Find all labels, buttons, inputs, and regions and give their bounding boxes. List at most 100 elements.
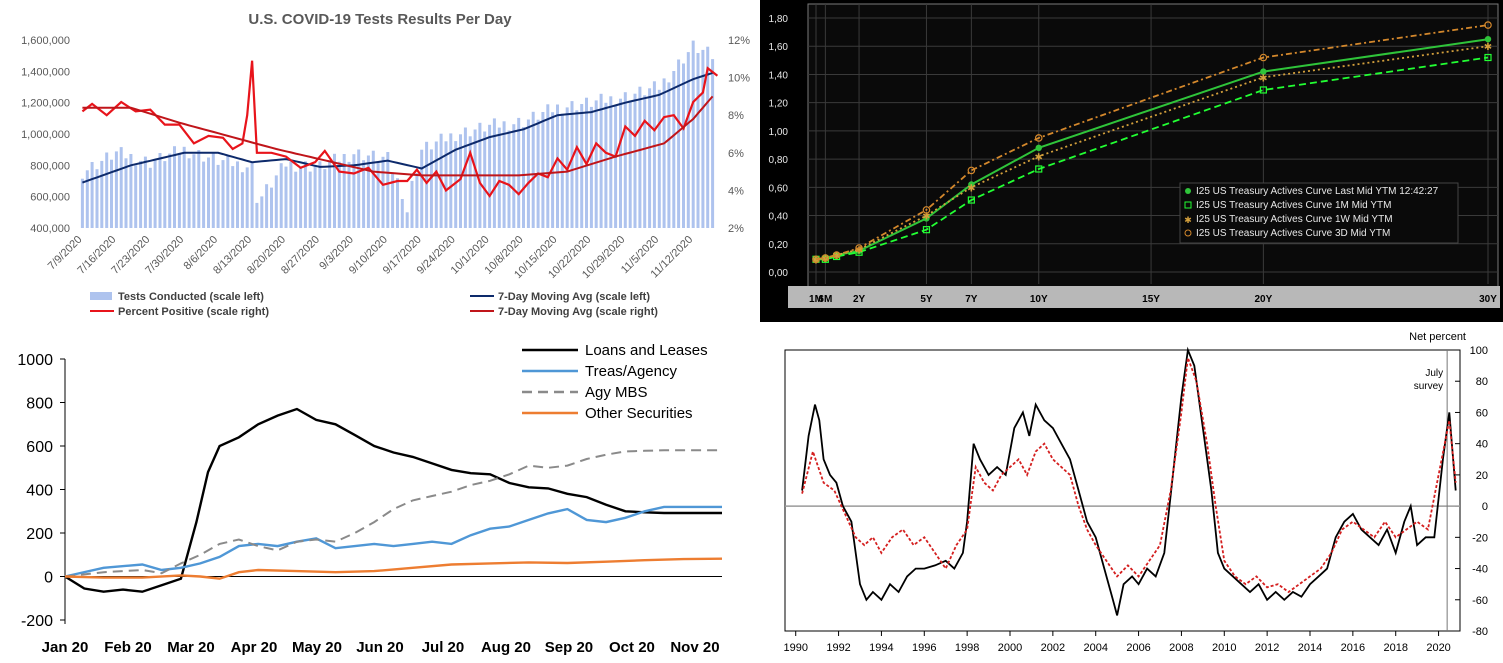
test-bar <box>517 117 521 228</box>
test-bar <box>139 160 143 228</box>
test-bar <box>396 178 399 228</box>
fed-balance-chart: 1000 800 600 400 200 0 -200 Jan 20 Feb 20 Mar 20 A… <box>0 326 760 663</box>
x-tick-label: Mar 20 <box>167 639 215 656</box>
y-tick-label: 200 <box>26 526 53 543</box>
test-bar <box>323 169 327 228</box>
test-bar <box>415 173 419 228</box>
x-tick-label: 2000 <box>998 642 1022 654</box>
x-tick-label: 2018 <box>1383 642 1407 654</box>
y-tick-label: 1,00 <box>769 127 789 138</box>
legend-label: Percent Positive (scale right) <box>118 306 269 318</box>
y-tick-label: 0,20 <box>769 240 789 251</box>
test-bar <box>691 40 695 228</box>
y-tick-label: 400 <box>26 483 53 500</box>
test-bar <box>231 166 235 228</box>
test-bar <box>236 161 239 228</box>
x-tick-label: 1996 <box>912 642 936 654</box>
curve-marker <box>1484 53 1492 62</box>
x-axis-band <box>788 286 1500 308</box>
series-line <box>64 449 722 578</box>
curve-marker: ✱ <box>1259 73 1267 84</box>
y-tick-label: 0,00 <box>769 268 789 279</box>
test-bar <box>386 152 390 228</box>
legend-label: Loans and Leases <box>585 342 708 359</box>
x-tick-label: 2Y <box>853 294 866 305</box>
test-bar <box>153 160 157 228</box>
curve-marker <box>967 166 976 175</box>
test-bar <box>648 88 652 228</box>
legend-label: I25 US Treasury Actives Curve Last Mid Y… <box>1196 186 1439 197</box>
y-tick-label: 1,20 <box>769 99 789 110</box>
test-bar <box>391 172 395 228</box>
curve-marker <box>1484 35 1492 43</box>
test-bar <box>202 161 206 228</box>
y-right-tick-label: 2% <box>728 223 744 235</box>
test-bar <box>168 153 172 228</box>
y-tick-label: -20 <box>1472 532 1488 544</box>
test-bar <box>614 105 618 228</box>
test-bar <box>328 161 332 228</box>
test-bar <box>289 161 293 228</box>
curve-line <box>815 45 1489 261</box>
x-tick-label: 1M <box>809 294 823 305</box>
test-bar <box>303 161 307 228</box>
test-bar <box>594 100 598 228</box>
curve-marker <box>821 254 830 262</box>
test-bar <box>197 150 201 228</box>
test-bar <box>270 187 273 228</box>
x-tick-label: Jun 20 <box>356 639 404 656</box>
legend-label: Treas/Agency <box>585 363 677 380</box>
test-bar <box>124 158 128 228</box>
y-right-tick-label: 10% <box>728 73 750 85</box>
y-right-tick-label: 4% <box>728 185 744 197</box>
test-bar <box>454 141 458 228</box>
test-bar <box>652 81 656 228</box>
x-tick-label: 2016 <box>1341 642 1365 654</box>
test-bar <box>226 155 230 228</box>
test-bar <box>449 133 453 228</box>
test-bar <box>158 153 162 228</box>
y-tick-label: 80 <box>1476 376 1488 388</box>
test-bar <box>628 100 632 228</box>
x-tick-label: Feb 20 <box>104 639 152 656</box>
curve-marker <box>1035 144 1042 152</box>
curve-marker: ✱ <box>1484 42 1492 53</box>
test-bar <box>400 199 404 228</box>
test-bar <box>425 141 429 228</box>
test-bar <box>580 104 584 228</box>
y-tick-label: 20 <box>1476 470 1488 482</box>
test-bar <box>497 127 501 228</box>
curve-marker <box>1259 53 1268 62</box>
test-bar <box>187 158 191 228</box>
test-bar <box>100 160 104 228</box>
x-tick-label: Aug 20 <box>481 639 531 656</box>
test-bar <box>662 78 666 229</box>
test-bar <box>381 156 385 228</box>
y-left-tick-label: 1,400,000 <box>21 66 70 78</box>
tests-moving-avg-line <box>82 71 713 184</box>
test-bar <box>143 156 147 228</box>
x-tick-label: 20Y <box>1254 294 1272 305</box>
test-bar <box>468 136 472 228</box>
test-bar <box>371 150 375 228</box>
test-bar <box>362 160 366 228</box>
test-bar <box>260 196 264 228</box>
x-tick-label: 2012 <box>1255 642 1279 654</box>
test-bar <box>473 129 477 228</box>
test-bar <box>85 170 89 228</box>
percent-positive-line <box>81 60 719 198</box>
test-bar <box>177 154 181 228</box>
y-right-tick-label: 12% <box>728 35 750 47</box>
x-axis-label: Tenor <box>1134 309 1164 322</box>
test-bar <box>207 157 210 228</box>
x-tick-label: Apr 20 <box>231 639 278 656</box>
treasury-curve-svg: 1,80 1,60 1,40 1,20 1,00 0,80 0,60 0,40 0,20 0,00… <box>769 3 1500 322</box>
test-bar <box>255 202 259 228</box>
x-tick-label: 30Y <box>1479 294 1497 305</box>
test-bar <box>182 146 186 228</box>
chart-title: U.S. COVID-19 Tests Results Per Day <box>248 11 512 28</box>
curve-marker <box>1035 165 1043 173</box>
test-bar <box>459 134 462 228</box>
x-tick-label: Nov 20 <box>670 639 719 656</box>
test-bar <box>546 104 550 228</box>
